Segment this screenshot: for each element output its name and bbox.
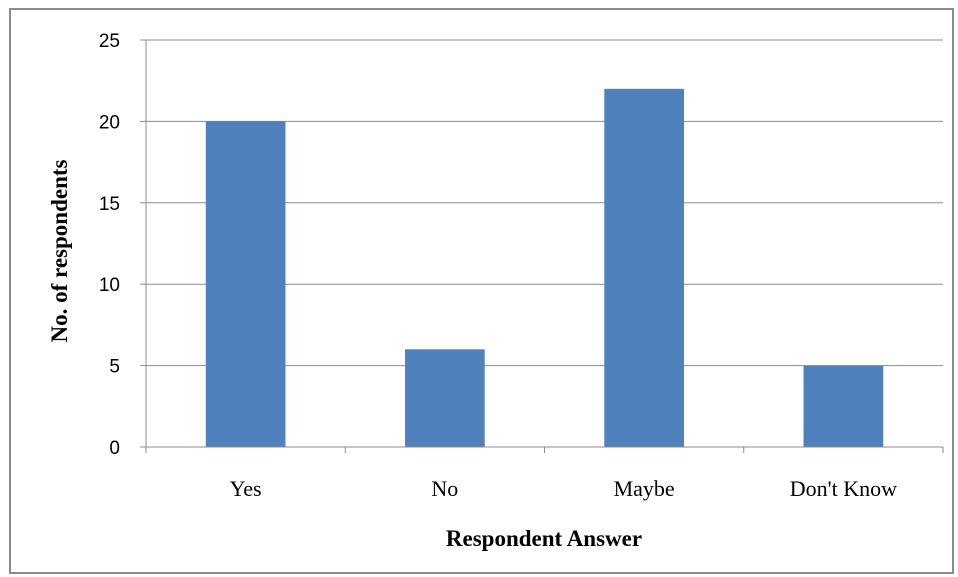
bar-maybe [604, 88, 684, 447]
y-tick-label: 25 [99, 31, 120, 52]
x-tick-label: No [431, 476, 458, 501]
chart-frame [9, 8, 954, 574]
y-tick-label: 20 [99, 112, 120, 133]
bars [205, 88, 884, 448]
y-tick-label: 5 [109, 357, 120, 378]
y-axis-title: No. of respondents [47, 159, 72, 342]
bar-yes [205, 121, 286, 448]
y-tick-label: 10 [99, 275, 120, 296]
x-tick-labels: Yes No Maybe Don't Know [145, 447, 944, 501]
y-tick-labels: 0 5 10 15 20 25 [99, 31, 146, 459]
x-axis-title: Respondent Answer [446, 526, 642, 551]
x-tick-label: Maybe [614, 476, 675, 501]
x-tick-label: Yes [230, 476, 262, 501]
bar-no [405, 349, 485, 447]
x-tick-label: Don't Know [790, 476, 897, 501]
y-tick-label: 15 [99, 194, 120, 215]
bar-don-t-know [803, 365, 884, 447]
y-tick-label: 0 [109, 438, 120, 459]
